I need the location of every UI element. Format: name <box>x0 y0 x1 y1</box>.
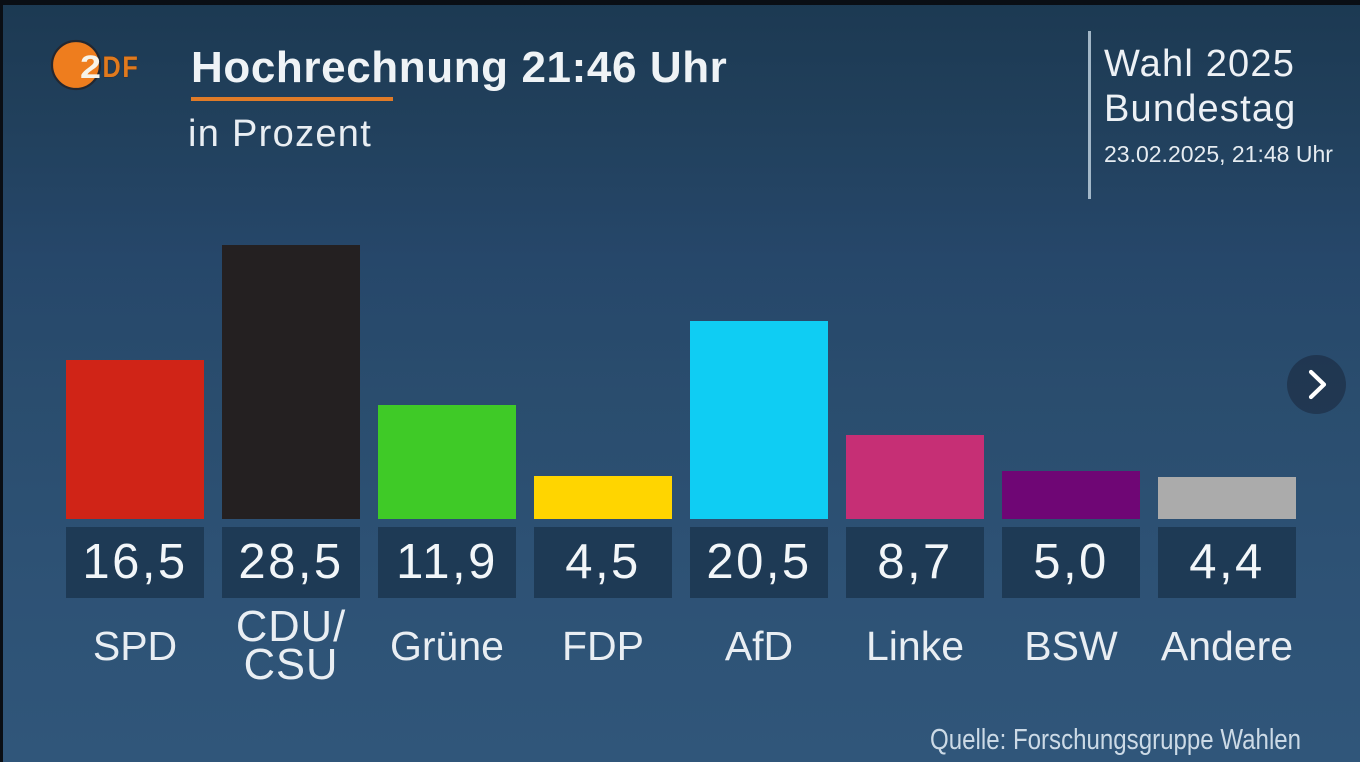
svg-text:2: 2 <box>80 49 101 85</box>
svg-text:DF: DF <box>103 51 140 84</box>
